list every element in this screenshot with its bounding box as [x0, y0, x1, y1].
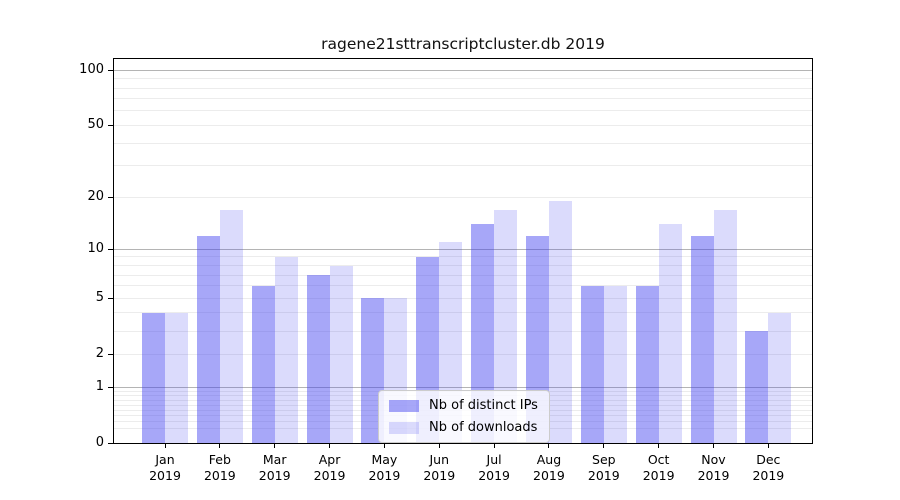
bar-nb-of-downloads-jul	[494, 209, 518, 443]
y-tick-label-20: 20	[87, 189, 104, 205]
x-tick-label-mar: Mar 2019	[258, 452, 291, 483]
x-tick-aug	[548, 444, 550, 448]
x-tick-jun	[438, 444, 440, 448]
y-tick-2	[108, 353, 113, 355]
bar-nb-of-distinct-ips-feb	[196, 235, 220, 443]
y-tick-5	[108, 297, 113, 299]
x-tick-label-jul: Jul 2019	[478, 452, 510, 483]
legend-item-downloads: Nb of downloads	[389, 420, 538, 435]
bar-nb-of-downloads-oct	[658, 224, 682, 443]
bar-nb-of-distinct-ips-mar	[251, 285, 275, 443]
y-tick-0	[108, 442, 113, 444]
bar-nb-of-downloads-aug	[548, 201, 572, 443]
y-tick-100	[108, 69, 113, 71]
gridline-y-5	[114, 297, 812, 299]
x-tick-label-apr: Apr 2019	[313, 452, 346, 483]
bar-nb-of-distinct-ips-sep	[580, 285, 604, 443]
x-tick-label-nov: Nov 2019	[697, 452, 730, 483]
y-tick-10	[108, 248, 113, 250]
bar-nb-of-distinct-ips-jul	[471, 224, 495, 443]
bar-nb-of-downloads-sep	[603, 285, 627, 443]
gridline-y-70	[114, 98, 812, 100]
x-tick-may	[383, 444, 385, 448]
legend-swatch-downloads	[389, 421, 419, 434]
legend: Nb of distinct IPs Nb of downloads	[378, 390, 550, 443]
gridline-y-4	[114, 312, 812, 314]
gridline-y-90	[114, 78, 812, 80]
y-tick-label-10: 10	[87, 241, 104, 257]
plot-area: Nb of distinct IPs Nb of downloads	[113, 58, 813, 444]
bar-nb-of-distinct-ips-oct	[635, 285, 659, 443]
y-tick-1	[108, 386, 113, 388]
x-tick-feb	[219, 444, 221, 448]
y-tick-label-100: 100	[79, 62, 104, 78]
bar-nb-of-downloads-mar	[274, 256, 298, 443]
legend-label-downloads: Nb of downloads	[429, 420, 538, 435]
gridline-y-8	[114, 265, 812, 266]
x-tick-label-sep: Sep 2019	[587, 452, 620, 483]
y-tick-20	[108, 196, 113, 198]
legend-label-distinct-ips: Nb of distinct IPs	[429, 398, 538, 413]
y-tick-50	[108, 124, 113, 126]
legend-swatch-distinct-ips	[389, 399, 419, 412]
x-tick-jan	[164, 444, 166, 448]
bar-nb-of-downloads-dec	[768, 312, 792, 443]
gridline-y-100	[114, 69, 812, 71]
gridline-y-50	[114, 124, 812, 126]
gridline-y-1	[114, 386, 812, 388]
bar-nb-of-downloads-jan	[165, 312, 188, 443]
gridline-y-60	[114, 110, 812, 112]
x-tick-label-may: May 2019	[368, 452, 401, 483]
x-tick-mar	[274, 444, 276, 448]
x-tick-apr	[329, 444, 331, 448]
x-tick-label-jun: Jun 2019	[423, 452, 456, 483]
legend-item-distinct-ips: Nb of distinct IPs	[389, 398, 538, 413]
x-tick-label-jan: Jan 2019	[149, 452, 181, 483]
x-tick-dec	[767, 444, 769, 448]
x-tick-oct	[658, 444, 660, 448]
bar-nb-of-distinct-ips-dec	[745, 331, 769, 443]
bar-nb-of-downloads-feb	[219, 209, 243, 443]
x-tick-label-oct: Oct 2019	[642, 452, 675, 483]
gridline-y-6	[114, 285, 812, 287]
bar-nb-of-downloads-nov	[713, 209, 737, 443]
bar-nb-of-distinct-ips-apr	[306, 275, 330, 443]
y-tick-label-1: 1	[95, 379, 104, 394]
y-tick-label-5: 5	[95, 290, 104, 306]
bar-nb-of-downloads-apr	[329, 265, 353, 443]
gridline-y-30	[114, 165, 812, 167]
gridline-y-2	[114, 353, 812, 355]
gridline-y-40	[114, 142, 812, 144]
x-tick-label-aug: Aug 2019	[533, 452, 565, 483]
gridline-y-80	[114, 87, 812, 89]
x-tick-label-dec: Dec 2019	[752, 452, 785, 483]
y-tick-label-0: 0	[95, 435, 104, 450]
chart-title: ragene21sttranscriptcluster.db 2019	[321, 35, 605, 53]
bar-nb-of-distinct-ips-nov	[690, 235, 714, 443]
x-tick-jul	[493, 444, 495, 448]
x-tick-sep	[603, 444, 605, 448]
gridline-y-7	[114, 274, 812, 276]
y-tick-label-2: 2	[95, 346, 104, 362]
x-tick-nov	[713, 444, 714, 448]
gridline-y-20	[114, 196, 812, 198]
gridline-y-10	[114, 248, 812, 250]
bar-nb-of-distinct-ips-jan	[142, 312, 165, 443]
gridline-y-9	[114, 256, 812, 258]
gridline-y-3	[114, 330, 812, 332]
x-tick-label-feb: Feb 2019	[203, 452, 236, 483]
y-tick-label-50: 50	[87, 117, 104, 133]
